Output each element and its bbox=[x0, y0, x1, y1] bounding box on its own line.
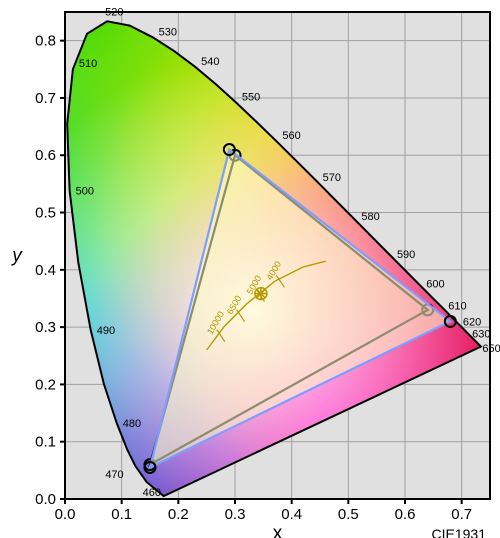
cie1931-chromaticity-diagram: 4000500065001000046047048049050051052053… bbox=[0, 0, 500, 538]
wavelength-label: 480 bbox=[123, 418, 141, 430]
x-tick-label: 0.7 bbox=[451, 506, 472, 523]
wavelength-label: 600 bbox=[426, 279, 444, 291]
x-tick-label: 0.1 bbox=[111, 506, 132, 523]
wavelength-label: 630 bbox=[472, 329, 490, 341]
footer-label: CIE1931 bbox=[432, 526, 487, 538]
wavelength-label: 490 bbox=[97, 325, 115, 337]
y-axis-label: y bbox=[10, 246, 23, 267]
wavelength-label: 610 bbox=[448, 301, 466, 313]
x-tick-label: 0.5 bbox=[338, 506, 359, 523]
x-tick-label: 0.6 bbox=[395, 506, 416, 523]
x-tick-label: 0.2 bbox=[168, 506, 189, 523]
x-tick-label: 0.0 bbox=[55, 506, 76, 523]
wavelength-label: 510 bbox=[79, 58, 97, 70]
wavelength-label: 500 bbox=[76, 186, 94, 198]
y-tick-label: 0.2 bbox=[35, 376, 56, 393]
x-axis-label: x bbox=[273, 523, 283, 538]
wavelength-label: 470 bbox=[105, 469, 123, 481]
wavelength-label: 530 bbox=[159, 26, 177, 38]
x-tick-label: 0.4 bbox=[281, 506, 302, 523]
wavelength-label: 580 bbox=[361, 211, 379, 223]
wavelength-label: 540 bbox=[201, 56, 219, 68]
y-tick-label: 0.3 bbox=[35, 319, 56, 336]
wavelength-label: 460 bbox=[143, 487, 161, 499]
wavelength-label: 570 bbox=[323, 172, 341, 184]
wavelength-label: 620 bbox=[463, 316, 481, 328]
y-tick-label: 0.7 bbox=[35, 90, 56, 107]
y-tick-label: 0.0 bbox=[35, 491, 56, 508]
wavelength-label: 650 bbox=[482, 343, 500, 355]
wavelength-label: 550 bbox=[242, 91, 260, 103]
y-tick-label: 0.5 bbox=[35, 205, 56, 222]
y-tick-label: 0.4 bbox=[35, 262, 56, 279]
y-tick-label: 0.6 bbox=[35, 147, 56, 164]
wavelength-label: 560 bbox=[282, 130, 300, 142]
x-tick-label: 0.3 bbox=[225, 506, 246, 523]
wavelength-label: 590 bbox=[397, 249, 415, 261]
y-tick-label: 0.8 bbox=[35, 33, 56, 50]
y-tick-label: 0.1 bbox=[35, 434, 56, 451]
